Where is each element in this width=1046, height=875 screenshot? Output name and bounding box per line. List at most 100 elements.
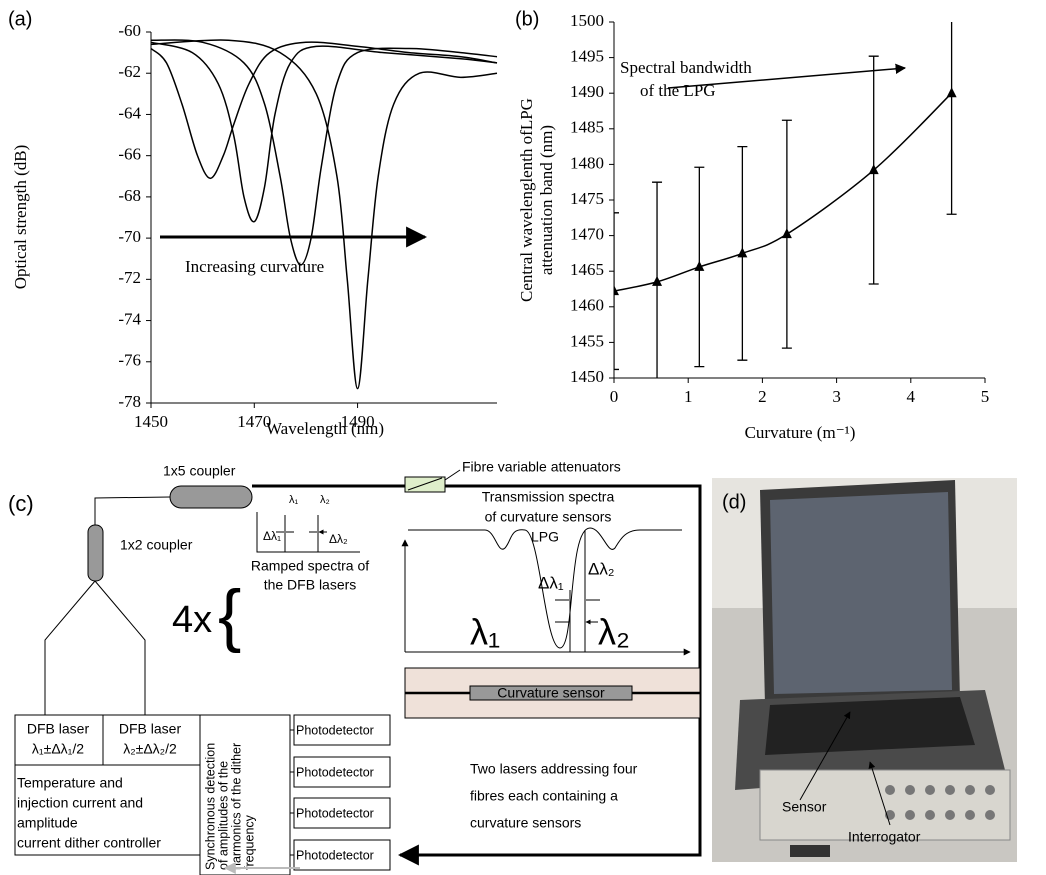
spectrum <box>408 527 682 649</box>
symbol: Δλ₂ <box>588 559 614 578</box>
y-tick-label: 1480 <box>570 153 604 172</box>
data-point <box>652 275 663 286</box>
x-tick-label: 1470 <box>237 412 271 431</box>
laser-range: λ₂±Δλ₂/2 <box>123 741 177 757</box>
x-axis-label: Wavelength (nm) <box>266 419 384 438</box>
y-tick-label: 1500 <box>570 11 604 30</box>
y-tick-label: -72 <box>118 268 141 287</box>
panel-label: (a) <box>8 8 32 30</box>
data-point <box>694 260 705 271</box>
controller-text: Temperature and <box>17 775 123 791</box>
symbol: Δλ₁ <box>538 573 564 592</box>
photo: (d) Sensor Interrogator <box>712 478 1017 862</box>
y-tick-label: -74 <box>118 309 141 328</box>
y-tick-label: -64 <box>118 103 141 122</box>
panel-label: (d) <box>722 491 746 513</box>
laser-name: DFB laser <box>119 721 182 737</box>
data-point <box>781 228 792 239</box>
spike <box>284 515 319 552</box>
panel-label: (b) <box>515 8 539 30</box>
laser-range: λ₁±Δλ₁/2 <box>32 741 84 757</box>
symbol: Δλ₂ <box>329 532 348 546</box>
note: Two lasers addressing four <box>470 761 638 777</box>
y-tick-label: -78 <box>118 392 141 411</box>
coupler <box>87 524 104 582</box>
caption: Transmission spectra <box>482 489 615 505</box>
data-line <box>150 39 498 390</box>
x-tick-label: 4 <box>907 387 916 406</box>
diagram: (c) 1x5 coupler Fibre variable attenuato… <box>8 459 702 875</box>
photodetector: Photodetector <box>296 723 374 737</box>
photodetector: Photodetector <box>296 806 374 820</box>
attenuator-slash <box>407 477 443 491</box>
pointer <box>799 711 851 801</box>
data-line <box>150 39 498 266</box>
annotation: Increasing curvature <box>185 257 324 276</box>
interrogator-box <box>759 769 1011 841</box>
y-tick-label: 1455 <box>570 331 604 350</box>
detection-text: harmonics of the dither <box>229 743 243 870</box>
sensor-label: Curvature sensor <box>497 685 605 701</box>
y-tick-label: 1485 <box>570 118 604 137</box>
y-tick-label: -60 <box>118 21 141 40</box>
y-tick-label: 1450 <box>570 367 604 386</box>
note: curvature sensors <box>470 815 581 831</box>
x-tick-label: 0 <box>610 387 619 406</box>
symbol: λ₂ <box>320 494 330 506</box>
connector <box>290 729 294 856</box>
fibre <box>44 580 146 715</box>
axis <box>150 32 497 404</box>
y-tick-label: 1460 <box>570 296 604 315</box>
y-tick-label: 1495 <box>570 47 604 66</box>
caption: Ramped spectra of <box>251 558 369 574</box>
controller-text: injection current and <box>17 795 143 811</box>
controller-text: amplitude <box>17 815 78 831</box>
annotation: Spectral bandwidth <box>620 58 752 77</box>
note: fibres each containing a <box>470 788 618 804</box>
x-tick-label: 1450 <box>134 412 168 431</box>
photo-label: Interrogator <box>848 829 921 845</box>
y-tick-label: -62 <box>118 62 141 81</box>
y-tick-label: 1490 <box>570 82 604 101</box>
caption: the DFB lasers <box>264 577 357 593</box>
detection-text: of amplitudes of the <box>216 761 230 870</box>
pointer <box>555 599 600 622</box>
y-axis-label: Optical strength (dB) <box>11 145 30 289</box>
x-tick-label: 1490 <box>341 412 375 431</box>
laptop-screen <box>770 492 952 694</box>
keyboard <box>765 697 975 755</box>
brace: { <box>218 575 241 653</box>
y-tick-label: -68 <box>118 186 141 205</box>
pointer <box>868 761 891 826</box>
attenuator-label: Fibre variable attenuators <box>462 459 621 475</box>
symbol: λ₁ <box>289 494 299 506</box>
coupler <box>169 485 253 509</box>
x-tick-label: 3 <box>832 387 841 406</box>
y-tick-label: 1465 <box>570 260 604 279</box>
coupler-label: 1x2 coupler <box>120 537 193 553</box>
y-tick-label: -70 <box>118 227 141 246</box>
plot-area <box>614 22 957 378</box>
data-line <box>150 41 498 180</box>
connectors <box>885 785 995 820</box>
data-line <box>614 92 953 292</box>
detection-text: Synchronous detection <box>203 743 217 870</box>
data-line <box>150 41 498 223</box>
data-point <box>946 87 957 98</box>
object <box>790 845 830 857</box>
annotation: of the LPG <box>640 81 716 100</box>
y-axis-label: attenuation band (nm) <box>537 125 556 275</box>
divider <box>15 715 200 766</box>
y-tick-label: 1470 <box>570 225 604 244</box>
y-tick-label: -76 <box>118 351 141 370</box>
symbol: λ₂ <box>598 612 630 653</box>
annotation-arrow <box>667 63 907 89</box>
laser-name: DFB laser <box>27 721 90 737</box>
data-point <box>737 247 748 258</box>
panel-label: (c) <box>8 491 34 516</box>
symbol: Δλ₁ <box>263 529 281 543</box>
pointer <box>444 469 461 481</box>
x-axis-label: Curvature (m⁻¹) <box>745 423 856 442</box>
